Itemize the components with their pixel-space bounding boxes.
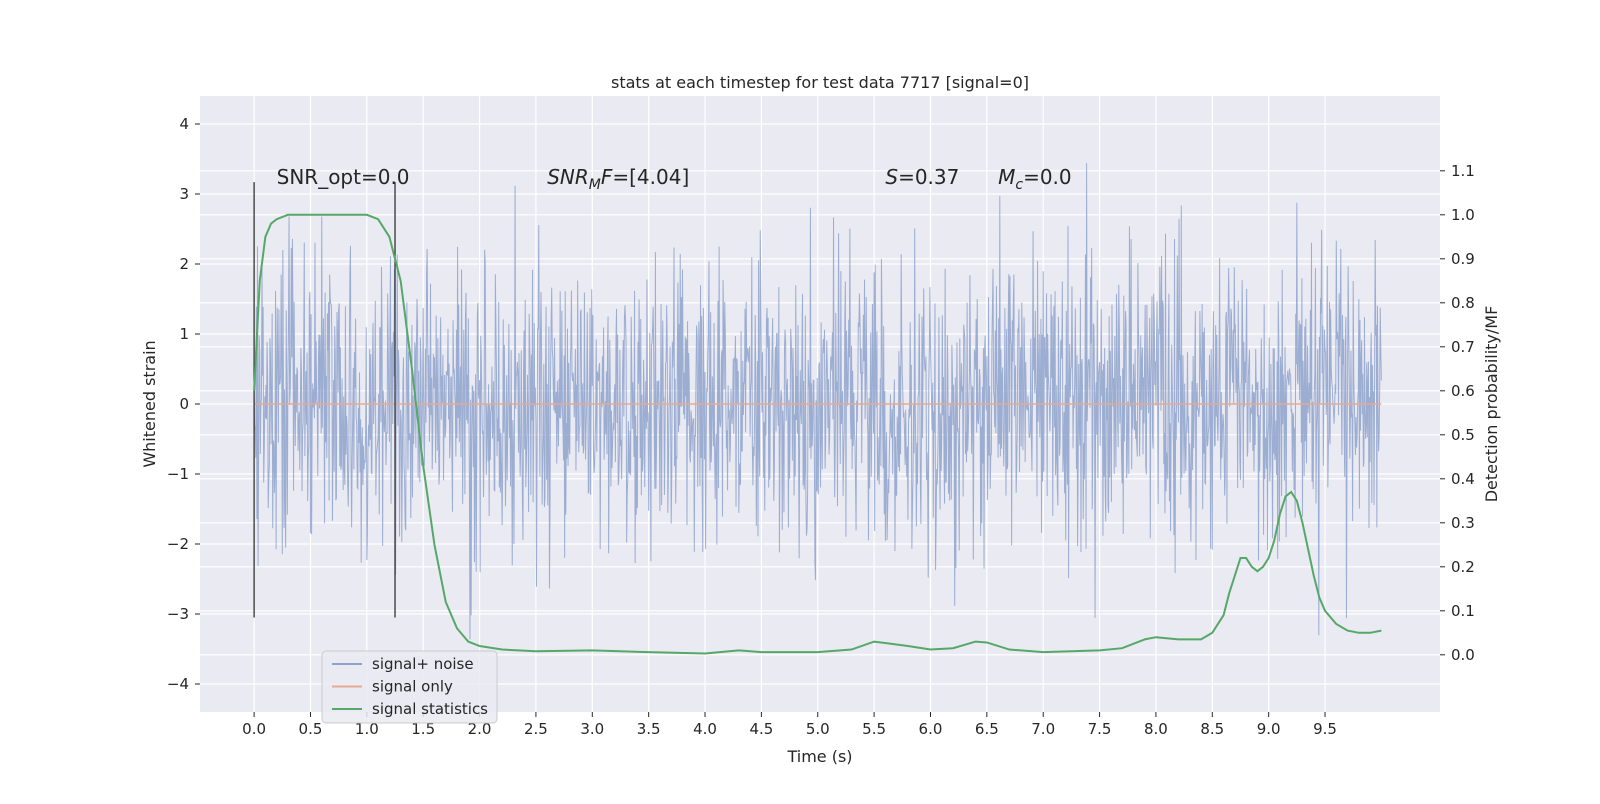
x-tick-label: 3.5 (637, 720, 661, 738)
annotation-snr-mf: SNRMF=[4.04] (547, 165, 689, 193)
x-tick-label: 6.0 (919, 720, 943, 738)
ticks: 0.0 0.5 1.0 1.5 2.0 2.5 3.0 3.5 4.0 4.5 5.0 5.5 6.0 6… (167, 115, 1475, 738)
y-right-tick-label: 0.4 (1451, 470, 1475, 488)
series-signal-statistics (253, 213, 1382, 655)
y-tick-label: −1 (167, 465, 189, 483)
y-tick-label: 4 (179, 115, 189, 133)
y-right-tick-label: 0.7 (1451, 338, 1475, 356)
x-tick-label: 1.0 (355, 720, 379, 738)
annotation-mc: Mc=0.0 (998, 165, 1072, 193)
annotation-s-symbol: S (885, 165, 898, 189)
x-tick-label: 0.0 (242, 720, 266, 738)
x-tick-label: 7.5 (1088, 720, 1112, 738)
x-tick-label: 5.0 (806, 720, 830, 738)
legend-label: signal only (372, 678, 453, 696)
legend-box (321, 650, 498, 724)
x-tick-label: 4.0 (693, 720, 717, 738)
x-tick-label: 6.5 (975, 720, 999, 738)
y-right-tick-label: 0.5 (1451, 426, 1475, 444)
legend-label: signal+ noise (372, 655, 474, 673)
y-right-tick-label: 0.3 (1451, 514, 1475, 532)
x-tick-label: 5.5 (862, 720, 886, 738)
annotation-mc-sub: c (1015, 177, 1023, 193)
y-tick-label: 0 (179, 395, 189, 413)
x-tick-label: 1.5 (411, 720, 435, 738)
annotation-snr-mf-sub: M (589, 177, 601, 193)
annotation-s-value: =0.37 (898, 165, 959, 189)
x-tick-label: 3.0 (580, 720, 604, 738)
y-tick-label: −3 (167, 605, 189, 623)
y-tick-label: 2 (179, 255, 189, 273)
y-axis-right-label: Detection probability/MF (1482, 306, 1501, 503)
y-axis-label: Whitened strain (140, 340, 159, 467)
y-tick-label: 1 (179, 325, 189, 343)
y-right-tick-label: 0.9 (1451, 250, 1475, 268)
x-tick-label: 4.5 (749, 720, 773, 738)
y-tick-label: −4 (167, 675, 189, 693)
annotation-snr-opt: SNR_opt=0.0 (277, 165, 410, 189)
x-tick-label: 9.0 (1257, 720, 1281, 738)
y-right-tick-label: 0.2 (1451, 558, 1475, 576)
x-tick-label: 9.5 (1313, 720, 1337, 738)
x-tick-label: 0.5 (299, 720, 323, 738)
y-right-tick-label: 0.6 (1451, 382, 1475, 400)
y-right-tick-label: 1.0 (1451, 206, 1475, 224)
x-tick-label: 8.5 (1200, 720, 1224, 738)
x-tick-label: 2.5 (524, 720, 548, 738)
legend: signal+ noise signal only signal statistic… (321, 650, 498, 724)
y-right-tick-label: 0.8 (1451, 294, 1475, 312)
series-signal-noise (253, 162, 1382, 640)
series-layer (253, 162, 1382, 655)
annotation-s: S=0.37 (885, 165, 959, 189)
legend-label: signal statistics (372, 700, 488, 718)
y-right-tick-label: 0.1 (1451, 602, 1475, 620)
annotations: SNR_opt=0.0 SNRMF=[4.04] S=0.37 Mc=0.0 (277, 165, 1072, 193)
annotation-snr-mf-value: =[4.04] (612, 165, 689, 189)
x-axis-label: Time (s) (786, 747, 852, 766)
chart-title: stats at each timestep for test data 771… (611, 73, 1029, 92)
annotation-mc-value: =0.0 (1023, 165, 1072, 189)
x-tick-label: 8.0 (1144, 720, 1168, 738)
y-right-tick-label: 1.1 (1451, 162, 1475, 180)
x-tick-label: 2.0 (468, 720, 492, 738)
y-tick-label: 3 (179, 185, 189, 203)
y-right-tick-label: 0.0 (1451, 646, 1475, 664)
x-tick-label: 7.0 (1031, 720, 1055, 738)
annotation-snr-mf-f: F (601, 165, 613, 189)
annotation-mc-symbol: M (998, 165, 1015, 189)
y-tick-label: −2 (167, 535, 189, 553)
annotation-snr-mf-base: SNR (547, 165, 589, 189)
